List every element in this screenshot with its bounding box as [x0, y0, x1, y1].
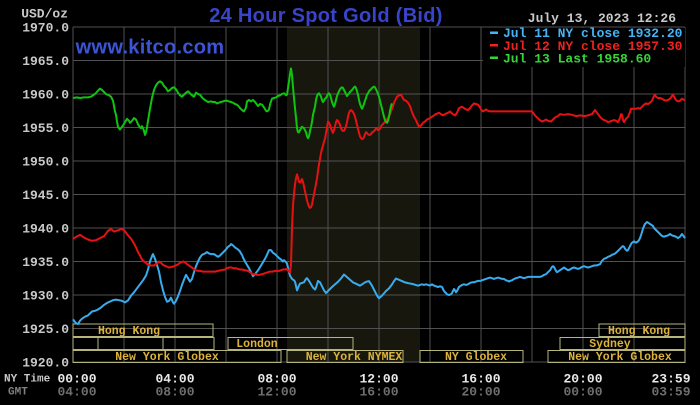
svg-text:NY Time: NY Time — [4, 374, 51, 386]
svg-text:Hong Kong: Hong Kong — [608, 325, 670, 338]
svg-text:GMT: GMT — [8, 387, 28, 399]
svg-text:1955.0: 1955.0 — [22, 121, 69, 136]
svg-text:July 13, 2023 12:26: July 13, 2023 12:26 — [528, 11, 676, 26]
svg-text:Jul 12 NY close 1957.30: Jul 12 NY close 1957.30 — [503, 39, 683, 54]
svg-text:New York Globex: New York Globex — [115, 351, 219, 364]
svg-text:1930.0: 1930.0 — [22, 289, 69, 304]
svg-text:20:00: 20:00 — [461, 385, 500, 400]
svg-text:1965.0: 1965.0 — [22, 54, 69, 69]
svg-text:08:00: 08:00 — [257, 372, 296, 387]
svg-text:1945.0: 1945.0 — [22, 188, 69, 203]
svg-text:23:59: 23:59 — [651, 372, 690, 387]
svg-text:16:00: 16:00 — [461, 372, 500, 387]
svg-text:1960.0: 1960.0 — [22, 88, 69, 103]
svg-text:Jul 11 NY close 1932.20: Jul 11 NY close 1932.20 — [503, 26, 683, 41]
svg-text:03:59: 03:59 — [651, 385, 690, 400]
svg-text:1950.0: 1950.0 — [22, 155, 69, 170]
svg-text:New York NYMEX: New York NYMEX — [306, 351, 403, 364]
svg-text:Sydney: Sydney — [589, 338, 631, 351]
svg-text:08:00: 08:00 — [155, 385, 194, 400]
svg-text:16:00: 16:00 — [359, 385, 398, 400]
svg-text:04:00: 04:00 — [57, 385, 96, 400]
svg-text:www.kitco.com: www.kitco.com — [75, 37, 225, 59]
svg-text:24 Hour Spot Gold (Bid): 24 Hour Spot Gold (Bid) — [209, 5, 443, 27]
svg-text:00:00: 00:00 — [57, 372, 96, 387]
svg-text:00:00: 00:00 — [563, 385, 602, 400]
svg-text:New York Globex: New York Globex — [568, 351, 672, 364]
svg-text:1970.0: 1970.0 — [22, 21, 69, 36]
svg-text:1920.0: 1920.0 — [22, 356, 69, 371]
svg-text:1935.0: 1935.0 — [22, 255, 69, 270]
svg-text:Jul 13 Last 1958.60: Jul 13 Last 1958.60 — [503, 51, 651, 66]
svg-text:London: London — [236, 338, 278, 351]
svg-text:1925.0: 1925.0 — [22, 322, 69, 337]
svg-text:NY Globex: NY Globex — [445, 351, 507, 364]
svg-text:04:00: 04:00 — [155, 372, 194, 387]
svg-text:1940.0: 1940.0 — [22, 222, 69, 237]
svg-text:Hong Kong: Hong Kong — [98, 325, 160, 338]
svg-text:USD/oz: USD/oz — [21, 7, 68, 22]
svg-text:20:00: 20:00 — [563, 372, 602, 387]
svg-text:12:00: 12:00 — [257, 385, 296, 400]
svg-text:12:00: 12:00 — [359, 372, 398, 387]
